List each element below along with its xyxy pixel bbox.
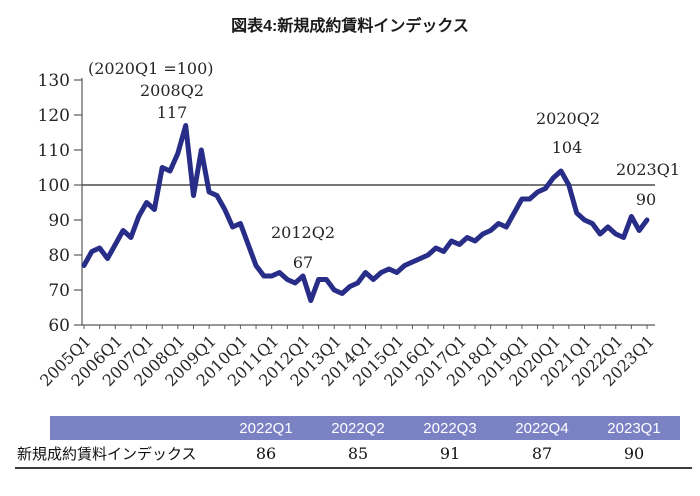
annotation: 104 <box>552 138 583 157</box>
table-corner-cell <box>15 416 220 440</box>
table-header-cell: 2022Q1 <box>220 416 312 440</box>
y-axis-label: 100 <box>38 176 70 196</box>
chart-title: 図表4:新規成約賃料インデックス <box>231 18 469 35</box>
table-data-row: 新規成約賃料インデックス 86 85 91 87 90 <box>15 440 680 467</box>
annotation: 2020Q2 <box>536 109 600 128</box>
rent-index-chart: 607080901001101201302005Q12006Q12007Q120… <box>36 59 680 390</box>
table-header-row: 2022Q1 2022Q2 2022Q3 2022Q4 2023Q1 <box>15 416 680 440</box>
annotation: 117 <box>157 103 188 122</box>
y-axis-label: 60 <box>48 316 70 336</box>
table-value-cell: 85 <box>347 444 369 463</box>
table-header-cell: 2022Q3 <box>404 416 496 440</box>
table-value-cell: 86 <box>255 444 277 463</box>
table-value-cell: 87 <box>531 444 553 463</box>
annotation: 2012Q2 <box>271 223 335 242</box>
annotation: (2020Q1 =100) <box>88 59 214 78</box>
annotation: 2023Q1 <box>616 160 680 179</box>
table-header-cell: 2023Q1 <box>588 416 680 440</box>
table-row-label: 新規成約賃料インデックス <box>17 446 197 463</box>
y-axis-label: 80 <box>48 246 70 266</box>
y-axis-label: 70 <box>48 281 70 301</box>
y-axis-label: 90 <box>48 211 70 231</box>
rent-index-line <box>81 123 650 303</box>
table-header-cell: 2022Q4 <box>496 416 588 440</box>
y-axis-label: 110 <box>38 141 70 161</box>
y-axis-label: 120 <box>38 106 70 126</box>
table-value-cell: 90 <box>623 444 645 463</box>
rent-index-table: 2022Q1 2022Q2 2022Q3 2022Q4 2023Q1 新規成約賃料インデ… <box>15 416 692 469</box>
table-header-cell: 2022Q2 <box>312 416 404 440</box>
annotation: 90 <box>636 190 656 209</box>
annotation: 2008Q2 <box>140 81 204 100</box>
y-axis-label: 130 <box>38 71 70 91</box>
table-value-cell: 91 <box>439 444 461 463</box>
annotation: 67 <box>293 253 313 272</box>
